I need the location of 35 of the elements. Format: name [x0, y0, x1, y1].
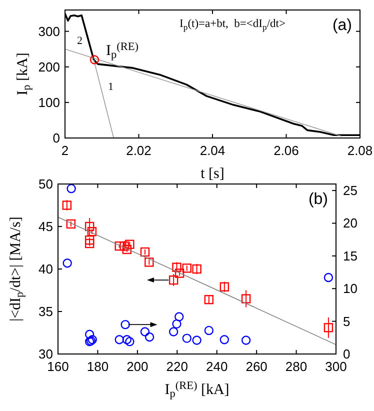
annotation: 1 [108, 81, 114, 93]
chart-title: (b) [308, 191, 328, 208]
x-tick-label: 220 [166, 359, 188, 374]
x-axis-title: I$_{p}$$^{(RE)}$ [kA] [164, 380, 230, 400]
y-tick-label: 35 [38, 304, 53, 319]
annotation: I$_{p}$(t)=a+bt, b=<dI$_{p}$/dt> [180, 18, 286, 32]
x-tick-label: 2.04 [200, 143, 226, 158]
y2-tick-label: 10 [343, 281, 358, 296]
y-tick-label: 50 [38, 176, 53, 192]
y-tick-label: 40 [38, 262, 53, 276]
x-tick-label: 2.02 [126, 143, 152, 158]
x-tick-label: 160 [47, 359, 69, 374]
x-tick-label: 240 [206, 359, 228, 374]
x-axis-title: t [s] [200, 166, 224, 182]
x-tick-label: 280 [285, 359, 308, 374]
chart-title: (a) [332, 17, 352, 34]
y2-tick-label: 20 [343, 216, 358, 231]
x-tick-label: 260 [246, 359, 268, 374]
x-tick-label: 300 [325, 359, 347, 374]
x-tick-label: 2 [61, 143, 69, 158]
x-tick-label: 2.08 [347, 143, 373, 158]
y2-tick-label: 15 [343, 248, 358, 264]
y-tick-label: 30 [38, 346, 53, 362]
y-tick-label: 200 [38, 59, 60, 74]
y-tick-label: 100 [38, 94, 60, 110]
y2-tick-label: 25 [343, 183, 358, 198]
y-tick-label: 300 [38, 24, 60, 39]
x-tick-label: 200 [126, 359, 148, 374]
x-tick-label: 180 [86, 359, 109, 374]
annotation: 2 [77, 35, 82, 47]
y-tick-label: 0 [52, 130, 60, 146]
y2-tick-label: 5 [343, 314, 350, 329]
y-tick-label: 45 [38, 219, 53, 234]
x-tick-label: 2.06 [274, 143, 299, 158]
y2-tick-label: 0 [343, 346, 350, 362]
